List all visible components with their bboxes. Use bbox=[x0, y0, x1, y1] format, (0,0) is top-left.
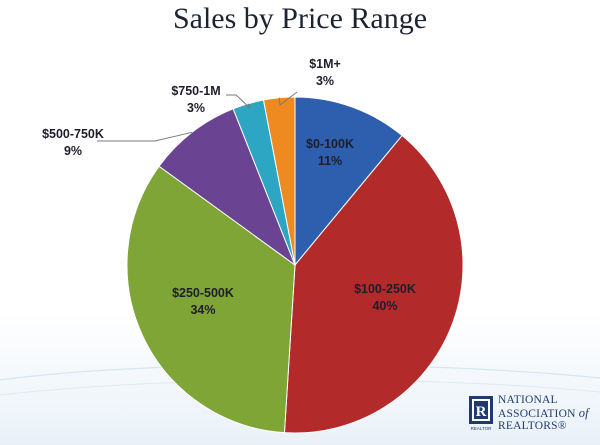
slice-category-label-0-100k: $0-100K bbox=[306, 137, 354, 151]
slice-category-label-500-750k: $500-750K bbox=[42, 127, 104, 141]
leader-line-750-1m bbox=[226, 94, 251, 109]
slice-value-label-1m: 3% bbox=[316, 74, 334, 88]
leader-line-1m bbox=[278, 91, 298, 106]
slice-category-label-750-1m: $750-1M bbox=[171, 84, 220, 98]
nar-logo: R REALTOR NATIONAL ASSOCIATION of REALTO… bbox=[468, 392, 598, 437]
slice-category-label-100-250k: $100-250K bbox=[354, 282, 416, 296]
logo-of-word: of bbox=[578, 406, 589, 420]
logo-mark-letter: R bbox=[476, 404, 487, 420]
pie-slice-100-250k bbox=[283, 134, 464, 434]
slice-category-label-250-500k: $250-500K bbox=[172, 286, 234, 300]
slice-value-label-100-250k: 40% bbox=[372, 299, 397, 313]
logo-association-word: ASSOCIATION bbox=[498, 408, 576, 420]
slice-category-label-1m: $1M+ bbox=[309, 57, 341, 71]
pie-slice-250-500k bbox=[126, 165, 296, 434]
realtor-r-icon: R REALTOR bbox=[469, 396, 493, 431]
logo-line-realtors: REALTORS® bbox=[498, 420, 567, 432]
slice-value-label-250-500k: 34% bbox=[190, 303, 215, 317]
chart-title: Sales by Price Range bbox=[172, 2, 428, 35]
pie-slice-0-100k bbox=[294, 96, 403, 267]
logo-line-association: ASSOCIATION of bbox=[498, 407, 589, 421]
leader-line-500-750k bbox=[97, 131, 193, 142]
slice-value-label-0-100k: 11% bbox=[318, 154, 342, 168]
slice-value-label-500-750k: 9% bbox=[64, 144, 82, 158]
pie-slice-500-750k bbox=[158, 108, 297, 267]
logo-mark-caption: REALTOR bbox=[471, 426, 493, 431]
slice-value-label-750-1m: 3% bbox=[187, 101, 205, 115]
logo-line-national: NATIONAL bbox=[498, 394, 558, 406]
